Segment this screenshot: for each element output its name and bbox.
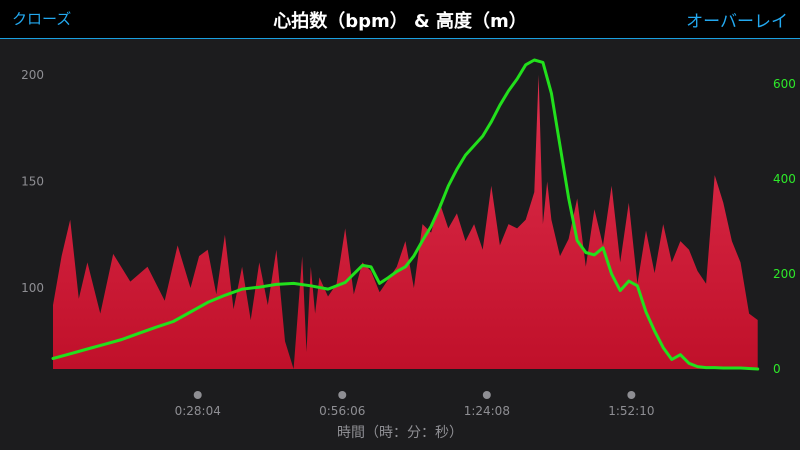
x-axis-label: 時間（時：分：秒） xyxy=(337,425,463,441)
page-title: 心拍数（bpm） & 高度（m） xyxy=(273,11,527,32)
left-axis-tick-label: 200 xyxy=(21,68,44,82)
x-tick-dot xyxy=(627,391,636,399)
right-axis-tick-label: 200 xyxy=(773,267,796,281)
series-altitude-line xyxy=(51,58,760,371)
right-axis-tick-label: 600 xyxy=(773,77,796,91)
x-tick-dot xyxy=(482,391,491,399)
right-axis-tick-label: 400 xyxy=(773,172,796,186)
x-tick-label: 0:56:06 xyxy=(319,404,365,418)
x-tick-dot xyxy=(338,391,347,399)
series-heart-rate-area xyxy=(53,74,758,370)
x-tick-dot xyxy=(193,391,202,399)
x-tick-label: 1:52:10 xyxy=(608,404,654,418)
close-button[interactable]: クローズ xyxy=(12,10,72,28)
left-axis-tick-label: 100 xyxy=(21,281,44,295)
left-axis-tick-label: 150 xyxy=(21,174,44,188)
overlay-button[interactable]: オーバーレイ xyxy=(686,12,788,32)
hr-altitude-chart: 100 150 200 0 200 400 600 0:28:04 0:56:06 1:24:… xyxy=(21,58,796,418)
x-tick-label: 1:24:08 xyxy=(464,404,510,418)
header-bar: クローズ 心拍数（bpm） & 高度（m） オーバーレイ xyxy=(0,0,800,39)
right-axis-tick-label: 0 xyxy=(773,362,781,376)
x-tick-label: 0:28:04 xyxy=(175,404,221,418)
